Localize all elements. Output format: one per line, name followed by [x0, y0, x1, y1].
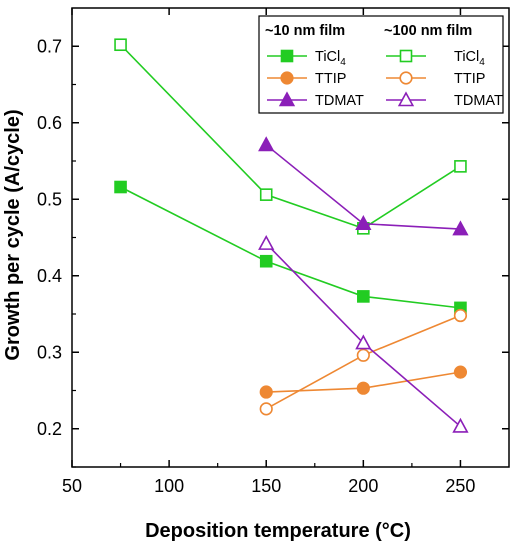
x-axis-title: Deposition temperature (°C)	[145, 520, 411, 542]
y-tick-label: 0.7	[37, 36, 62, 56]
data-point	[357, 290, 370, 303]
series-ttip-thin	[259, 365, 468, 399]
series-ttip-thick	[259, 308, 468, 416]
legend-label: TTIP	[315, 71, 346, 87]
x-tick-label: 150	[251, 476, 281, 496]
legend-label: TTIP	[454, 71, 485, 87]
y-tick-label: 0.2	[37, 419, 62, 439]
legend-heading: ~100 nm film	[384, 23, 472, 39]
series-line	[265, 314, 461, 410]
data-point	[453, 365, 468, 379]
legend-marker	[399, 71, 413, 85]
legend-marker	[278, 91, 296, 107]
y-tick-label: 0.3	[37, 342, 62, 362]
legend-box	[258, 15, 504, 114]
data-point	[453, 308, 468, 323]
data-point	[114, 180, 127, 194]
data-point	[454, 160, 467, 173]
data-point	[259, 402, 273, 416]
legend-marker	[397, 91, 415, 107]
legend-heading: ~10 nm film	[265, 23, 345, 39]
data-point	[452, 417, 469, 433]
y-tick-label: 0.4	[37, 266, 62, 286]
data-point	[355, 215, 372, 231]
data-point	[356, 381, 370, 395]
data-point	[356, 348, 370, 362]
data-point	[114, 38, 127, 52]
data-point	[258, 234, 275, 250]
data-point	[259, 254, 273, 268]
data-point	[258, 136, 275, 152]
x-tick-label: 100	[154, 476, 184, 496]
legend-marker	[399, 49, 413, 63]
y-tick-label: 0.6	[37, 113, 62, 133]
legend-label-subscript: 4	[340, 57, 346, 68]
x-tick-label: 200	[348, 476, 378, 496]
axis-ticks: 50 100 150 200 250 0.2 0.3 0.4 0.5 0.6 0.7	[37, 8, 509, 496]
series-tdmat-thin	[258, 136, 469, 236]
legend-label: TDMAT	[454, 93, 503, 109]
legend-label: TiCl4	[454, 49, 485, 68]
data-point	[259, 385, 273, 399]
data-point	[259, 188, 273, 201]
legend-marker	[280, 49, 294, 63]
legend-label: TDMAT	[315, 93, 364, 109]
y-tick-label: 0.5	[37, 189, 62, 209]
data-point	[452, 220, 469, 236]
series-line	[119, 44, 461, 230]
legend-marker	[280, 71, 294, 85]
legend-label-subscript: 4	[479, 57, 485, 68]
data-point	[355, 334, 372, 350]
series-tdmat-thick	[258, 234, 469, 433]
legend-label: TiCl4	[315, 49, 346, 68]
y-axis-title: Growth per cycle (A/cycle)	[2, 109, 24, 360]
legend: ~10 nm film TiCl4 TTIP TDMAT ~100 nm film TiC…	[258, 15, 504, 114]
series-line	[120, 186, 461, 309]
series-layer	[114, 38, 469, 433]
x-tick-label: 50	[62, 476, 82, 496]
series-ticl4-thin	[114, 180, 467, 315]
x-tick-label: 250	[445, 476, 475, 496]
